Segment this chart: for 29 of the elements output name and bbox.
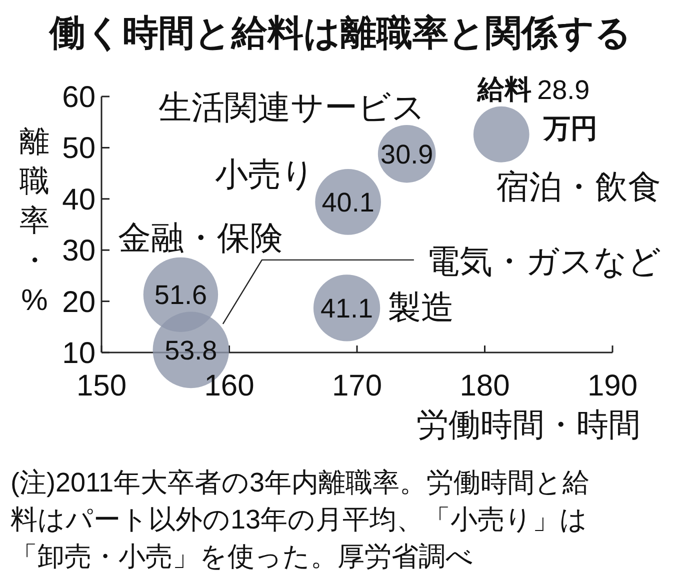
- x-tick-label: 170: [332, 370, 382, 402]
- data-label: 41.1: [320, 293, 374, 324]
- x-tick-label: 150: [76, 370, 127, 402]
- y-tick-label: 30: [62, 234, 96, 268]
- data-label: 40.1: [322, 187, 374, 218]
- data-label: 28.9: [537, 74, 590, 105]
- y-axis-title: 離職率・%: [20, 126, 50, 317]
- series-label: 金融・保険: [118, 219, 284, 256]
- text: (注)2011年大卒者の3年内離職率。労働時間と給料はパート以外の13年の月平均、「小売り」は「卸売・小売」を使った。厚労省調べ: [10, 468, 590, 572]
- annotation: 給料: [476, 74, 532, 104]
- annotation: 万円: [542, 113, 598, 144]
- y-tick-label: 60: [62, 81, 96, 114]
- x-tick-label: 160: [204, 370, 254, 402]
- y-tick-label: 10: [62, 337, 96, 370]
- series-label: 生活関連サービス: [158, 88, 426, 126]
- x-axis-title: 労働時間・時間: [416, 406, 640, 442]
- data-label: 30.9: [380, 139, 434, 170]
- x-tick-label: 180: [460, 370, 510, 402]
- chart-title: 働く時間と給料は離職率と関係する: [48, 12, 632, 53]
- data-label: 51.6: [154, 280, 207, 310]
- data-label: 53.8: [164, 335, 218, 366]
- y-tick-label: 50: [62, 132, 96, 166]
- y-tick-label: 40: [62, 183, 96, 216]
- series-label: 宿泊・飲食: [496, 168, 661, 205]
- series-label: 製造: [388, 288, 454, 326]
- text: 電気・ガスなど: [426, 242, 662, 280]
- x-tick-label: 190: [587, 370, 638, 402]
- series-label: 小売り: [215, 155, 316, 192]
- y-tick-label: 20: [62, 286, 96, 319]
